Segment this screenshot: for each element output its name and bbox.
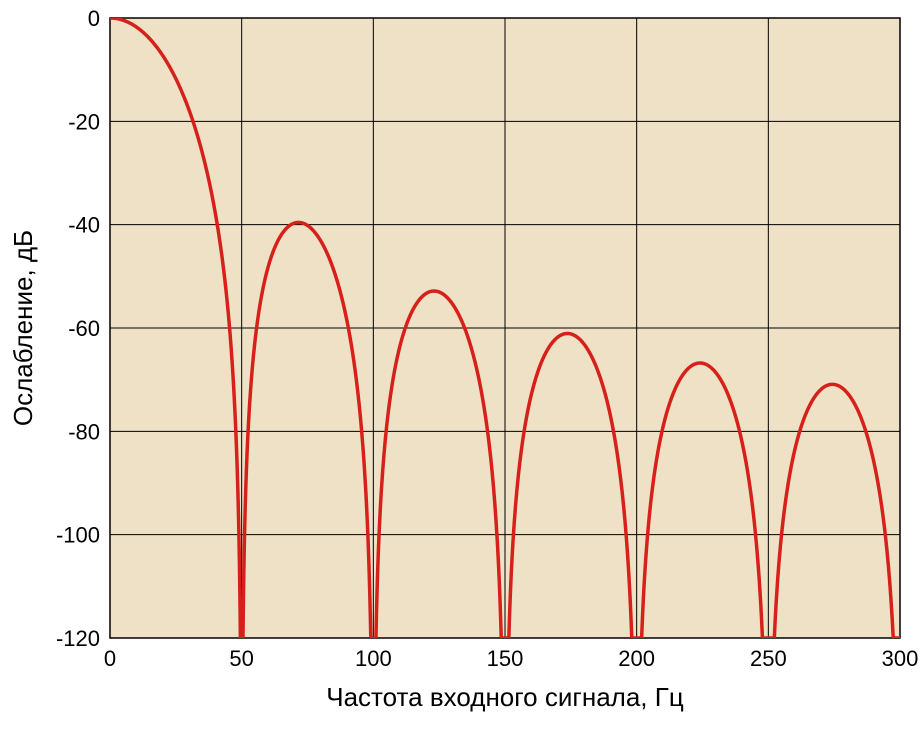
y-tick-label: -80	[68, 419, 100, 444]
y-tick-label: -120	[56, 626, 100, 651]
x-tick-label: 250	[750, 646, 787, 671]
x-tick-label: 100	[355, 646, 392, 671]
y-tick-label: -20	[68, 109, 100, 134]
x-tick-label: 0	[104, 646, 116, 671]
x-tick-label: 150	[487, 646, 524, 671]
frequency-response-chart: 0 50 100 150 200 250 300 0 -20 -40 -60 -80 -100 -120 Ч…	[0, 0, 922, 732]
chart-svg: 0 50 100 150 200 250 300 0 -20 -40 -60 -80 -100 -120 Ч…	[0, 0, 922, 732]
x-axis-label: Частота входного сигнала, Гц	[326, 682, 684, 712]
y-tick-label: 0	[88, 6, 100, 31]
x-tick-label: 200	[618, 646, 655, 671]
y-tick-label: -40	[68, 213, 100, 238]
y-tick-label: -100	[56, 523, 100, 548]
y-axis-label: Ослабление, дБ	[8, 230, 38, 426]
x-tick-label: 50	[229, 646, 253, 671]
y-tick-label: -60	[68, 316, 100, 341]
x-tick-label: 300	[882, 646, 919, 671]
